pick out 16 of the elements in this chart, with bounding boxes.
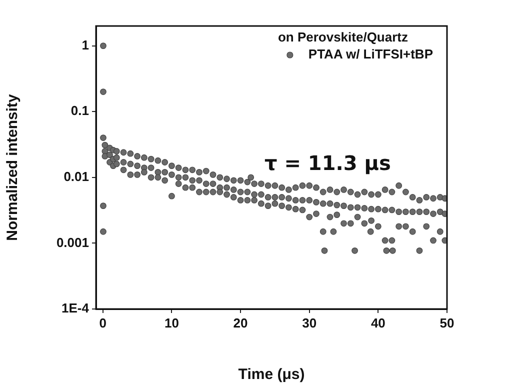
y-tick-label: 1 bbox=[82, 37, 89, 52]
annotation: τ = 11.3 μs bbox=[264, 150, 391, 175]
x-tick-label: 0 bbox=[99, 315, 106, 330]
y-tick-label: 1E-4 bbox=[62, 300, 90, 316]
x-tick-label: 10 bbox=[164, 315, 179, 330]
x-axis-title: Time (μs) bbox=[238, 366, 305, 384]
y-tick-label: 0.1 bbox=[70, 103, 89, 118]
x-tick-label: 30 bbox=[302, 315, 317, 330]
x-tick-label: 20 bbox=[233, 315, 248, 330]
x-tick-label: 50 bbox=[440, 315, 454, 330]
x-tick-label: 40 bbox=[370, 315, 386, 330]
legend-title: on Perovskite/Quartz bbox=[278, 30, 408, 45]
legend-label: PTAA w/ LiTFSI+tBP bbox=[308, 46, 434, 62]
y-tick-label: 0.001 bbox=[56, 234, 89, 250]
y-axis-title: Normalized intensity bbox=[4, 93, 22, 241]
y-tick-label: 0.01 bbox=[64, 168, 89, 184]
